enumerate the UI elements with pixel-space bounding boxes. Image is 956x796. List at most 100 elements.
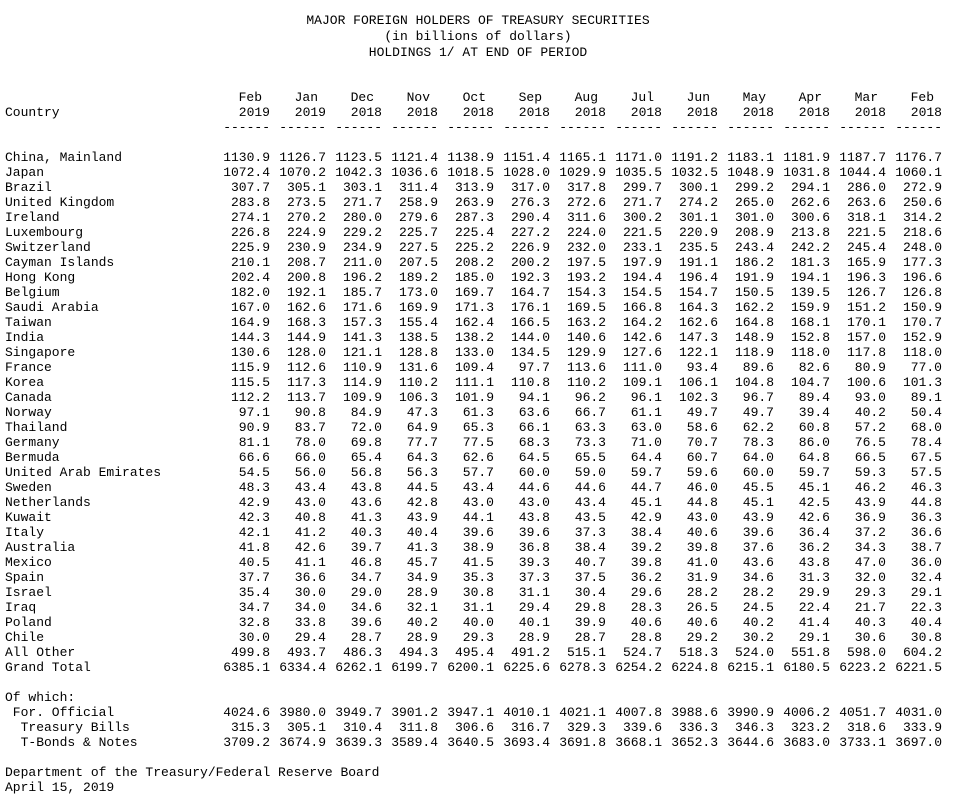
holdings-value: 29.3 bbox=[462, 630, 494, 645]
holdings-value: 101.9 bbox=[454, 390, 494, 405]
holdings-value: 40.2 bbox=[742, 615, 774, 630]
holdings-value: 63.6 bbox=[518, 405, 550, 420]
holdings-value: 258.9 bbox=[398, 195, 438, 210]
holdings-value: 263.9 bbox=[454, 195, 494, 210]
holdings-value: 46.2 bbox=[854, 480, 886, 495]
holdings-value: 294.1 bbox=[790, 180, 830, 195]
table-row: Japan 1072.4 1070.2 1042.3 1036.6 1018.5 1028.… bbox=[5, 165, 942, 180]
holdings-value: 243.4 bbox=[734, 240, 774, 255]
holdings-value: 42.8 bbox=[406, 495, 438, 510]
holdings-value: 42.9 bbox=[630, 510, 662, 525]
table-row: Korea 115.5 117.3 114.9 110.2 111.1 110.8 110.2… bbox=[5, 375, 942, 390]
holdings-value: 39.2 bbox=[630, 540, 662, 555]
holdings-value: 6223.2 bbox=[839, 660, 886, 675]
country-name: Brazil bbox=[5, 180, 52, 195]
holdings-value: 168.1 bbox=[790, 315, 830, 330]
column-year-label: 2018 bbox=[406, 105, 438, 120]
holdings-value: 250.6 bbox=[902, 195, 942, 210]
date-column-header: Nov 2018 ------ bbox=[382, 90, 438, 135]
holdings-value: 63.3 bbox=[574, 420, 606, 435]
holdings-value: 310.4 bbox=[342, 720, 382, 735]
holdings-value: 22.3 bbox=[910, 600, 942, 615]
column-month-label: Aug bbox=[574, 90, 598, 105]
column-underline: ------ bbox=[615, 120, 662, 135]
holdings-value: 306.6 bbox=[454, 720, 494, 735]
holdings-value: 36.2 bbox=[798, 540, 830, 555]
holdings-value: 37.6 bbox=[742, 540, 774, 555]
holdings-value: 37.5 bbox=[574, 570, 606, 585]
column-month-label: Jan bbox=[294, 90, 318, 105]
holdings-value: 305.1 bbox=[286, 180, 326, 195]
holdings-value: 3697.0 bbox=[895, 735, 942, 750]
holdings-value: 491.2 bbox=[510, 645, 550, 660]
holdings-value: 150.9 bbox=[902, 300, 942, 315]
holdings-value: 3709.2 bbox=[223, 735, 270, 750]
of-which-rows: For. Official 4024.6 3980.0 3949.7 3901.2 394… bbox=[5, 705, 942, 750]
holdings-value: 273.5 bbox=[286, 195, 326, 210]
holdings-value: 118.0 bbox=[902, 345, 942, 360]
holdings-value: 68.3 bbox=[518, 435, 550, 450]
holdings-value: 68.0 bbox=[910, 420, 942, 435]
date-column-header: Jul 2018 ------ bbox=[606, 90, 662, 135]
holdings-value: 4007.8 bbox=[615, 705, 662, 720]
holdings-value: 112.6 bbox=[286, 360, 326, 375]
holdings-value: 36.6 bbox=[910, 525, 942, 540]
column-underline: ------ bbox=[783, 120, 830, 135]
holdings-value: 229.2 bbox=[342, 225, 382, 240]
holdings-value: 208.9 bbox=[734, 225, 774, 240]
holdings-value: 6254.2 bbox=[615, 660, 662, 675]
country-name: Luxembourg bbox=[5, 225, 84, 240]
country-name: Taiwan bbox=[5, 315, 52, 330]
holdings-value: 29.2 bbox=[686, 630, 718, 645]
holdings-value: 32.4 bbox=[910, 570, 942, 585]
holdings-value: 50.4 bbox=[910, 405, 942, 420]
column-underline: ------ bbox=[559, 120, 606, 135]
holdings-value: 139.5 bbox=[790, 285, 830, 300]
holdings-value: 43.8 bbox=[798, 555, 830, 570]
holdings-value: 32.8 bbox=[238, 615, 270, 630]
country-name: India bbox=[5, 330, 45, 345]
holdings-value: 93.4 bbox=[686, 360, 718, 375]
holdings-value: 64.0 bbox=[742, 450, 774, 465]
table-header-row: Country Feb 2019 ------ Jan 2019 ------ Dec 201… bbox=[5, 90, 942, 135]
holdings-value: 89.1 bbox=[910, 390, 942, 405]
date-column-header: Mar 2018 ------ bbox=[830, 90, 886, 135]
column-year-label: 2018 bbox=[742, 105, 774, 120]
holdings-value: 43.4 bbox=[462, 480, 494, 495]
holdings-value: 43.8 bbox=[518, 510, 550, 525]
holdings-value: 3990.9 bbox=[727, 705, 774, 720]
country-name: Poland bbox=[5, 615, 52, 630]
holdings-value: 61.1 bbox=[630, 405, 662, 420]
table-row: China, Mainland 1130.9 1126.7 1123.5 1121.4 1… bbox=[5, 150, 942, 165]
holdings-value: 57.2 bbox=[854, 420, 886, 435]
holdings-value: 598.0 bbox=[846, 645, 886, 660]
column-month-label: Dec bbox=[350, 90, 374, 105]
holdings-value: 59.6 bbox=[686, 465, 718, 480]
holdings-value: 60.8 bbox=[798, 420, 830, 435]
holdings-value: 499.8 bbox=[230, 645, 270, 660]
country-name: Grand Total bbox=[5, 660, 91, 675]
holdings-value: 30.8 bbox=[910, 630, 942, 645]
holdings-value: 307.7 bbox=[230, 180, 270, 195]
table-row: Chile 30.0 29.4 28.7 28.9 29.3 28.9 28.7 28.8 29.… bbox=[5, 630, 942, 645]
table-row: Kuwait 42.3 40.8 41.3 43.9 44.1 43.8 43.5 42.9 43… bbox=[5, 510, 942, 525]
holdings-value: 6278.3 bbox=[559, 660, 606, 675]
holdings-value: 36.4 bbox=[798, 525, 830, 540]
holdings-value: 220.9 bbox=[678, 225, 718, 240]
table-row: Germany 81.1 78.0 69.8 77.7 77.5 68.3 73.3 71.0 7… bbox=[5, 435, 942, 450]
country-name: Norway bbox=[5, 405, 52, 420]
holdings-value: 66.1 bbox=[518, 420, 550, 435]
holdings-value: 225.2 bbox=[454, 240, 494, 255]
holdings-value: 24.5 bbox=[742, 600, 774, 615]
table-row: Norway 97.1 90.8 84.9 47.3 61.3 63.6 66.7 61.1 49… bbox=[5, 405, 942, 420]
holdings-value: 3980.0 bbox=[279, 705, 326, 720]
holdings-value: 6221.5 bbox=[895, 660, 942, 675]
holdings-value: 39.9 bbox=[574, 615, 606, 630]
table-row: India 144.3 144.9 141.3 138.5 138.2 144.0 140.6… bbox=[5, 330, 942, 345]
holdings-value: 65.4 bbox=[350, 450, 382, 465]
country-name: Bermuda bbox=[5, 450, 60, 465]
holdings-value: 192.3 bbox=[510, 270, 550, 285]
holdings-value: 182.0 bbox=[230, 285, 270, 300]
holdings-value: 41.3 bbox=[406, 540, 438, 555]
holdings-value: 45.5 bbox=[742, 480, 774, 495]
